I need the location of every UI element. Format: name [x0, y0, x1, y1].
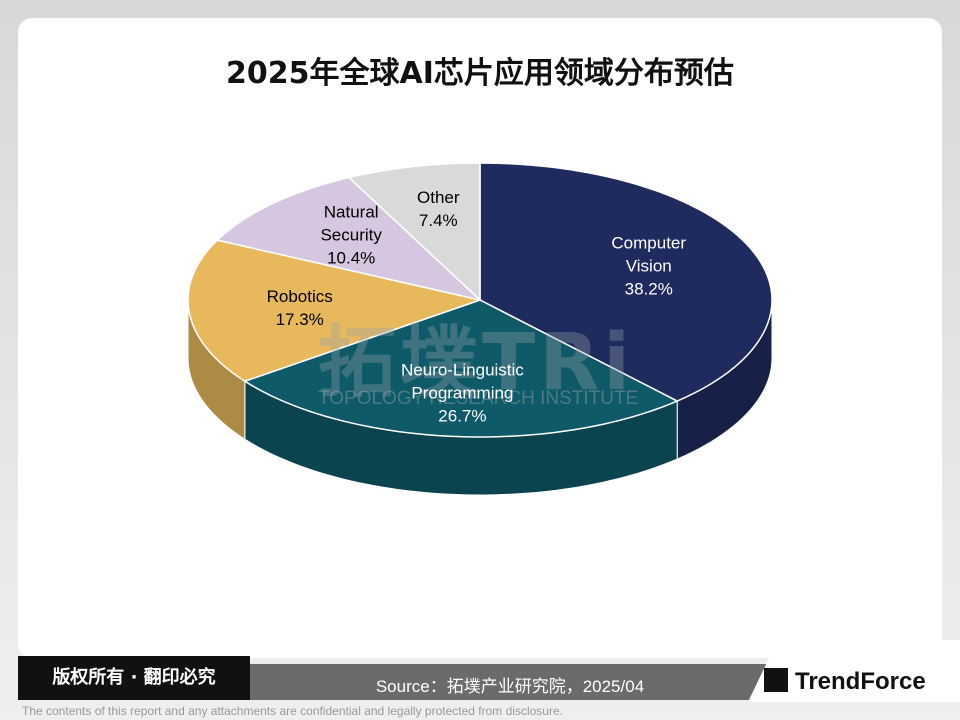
- slice-label: Computer Vision 38.2%: [593, 232, 705, 301]
- slice-label: Robotics 17.3%: [244, 285, 356, 331]
- slice: [187, 239, 483, 383]
- slice-label: Neuro-Linguistic Programming 26.7%: [382, 358, 542, 427]
- slice: [479, 162, 773, 402]
- value-label: 17.3%: [275, 310, 324, 330]
- chart-title: 2025年全球AI芯片应用领域分布预估: [226, 56, 734, 91]
- source-band: [230, 664, 770, 700]
- category-label: Neuro-Linguistic Programming: [400, 360, 524, 403]
- value-label: 26.7%: [438, 406, 487, 426]
- disclaimer: The contents of this report and any atta…: [22, 704, 563, 718]
- category-label: Robotics: [266, 287, 333, 307]
- watermark-logo: 拓墣TRi: [318, 318, 635, 408]
- value-label: 10.4%: [327, 248, 376, 268]
- copyright: 版权所有 · 翻印必究: [18, 656, 250, 700]
- category-label: Other: [417, 188, 460, 208]
- logo-mark: [764, 668, 788, 692]
- slice: [215, 176, 483, 302]
- watermark-name: TOPOLOGY RESEARCH INSTITUTE: [318, 388, 639, 409]
- category-label: Natural Security: [320, 202, 382, 245]
- category-label: Computer Vision: [611, 233, 687, 276]
- slice-label: Natural Security 10.4%: [295, 200, 407, 269]
- value-label: 38.2%: [624, 279, 673, 299]
- slice: [347, 162, 481, 302]
- slice-label: Other 7.4%: [382, 186, 494, 232]
- brand: TrendForce: [795, 668, 926, 695]
- slice: [243, 299, 679, 438]
- source: Source：拓墣产业研究院，2025/04: [375, 677, 645, 696]
- value-label: 7.4%: [418, 211, 458, 231]
